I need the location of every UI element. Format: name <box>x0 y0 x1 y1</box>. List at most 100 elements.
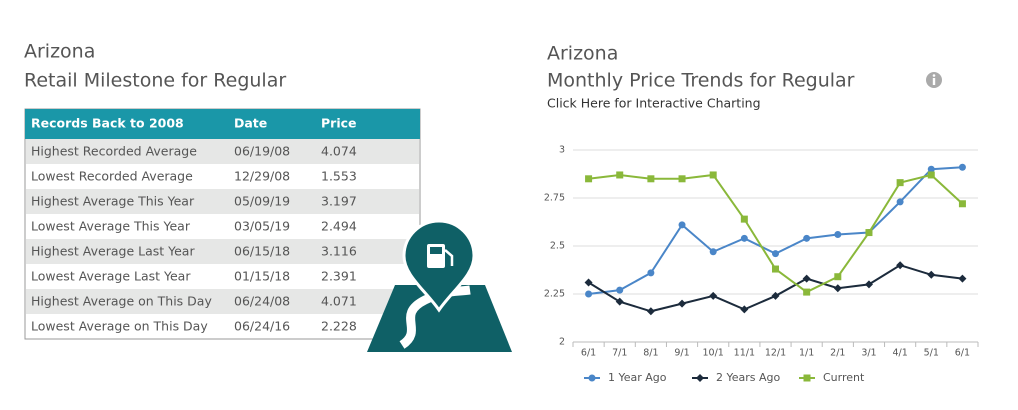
info-dot <box>932 74 936 77</box>
point <box>616 171 624 179</box>
y-tick-label: 3 <box>559 145 565 156</box>
x-tick-label: 3/1 <box>861 348 876 359</box>
x-tick-label: 6/1 <box>955 348 970 359</box>
table-cell: Lowest Recorded Average <box>31 169 193 184</box>
x-tick-label: 4/1 <box>892 348 907 359</box>
legend-marker <box>588 374 596 382</box>
table-cell: 06/19/08 <box>234 144 290 159</box>
point <box>958 274 967 283</box>
x-tick-label: 8/1 <box>643 348 658 359</box>
point <box>864 280 873 289</box>
table-cell: 2.494 <box>321 219 357 234</box>
table-cell: 05/09/19 <box>234 194 290 209</box>
row-bg <box>26 189 419 214</box>
icon-pump-window <box>430 247 442 254</box>
point <box>709 171 717 179</box>
x-tick-label: 12/1 <box>765 348 786 359</box>
info-stem <box>932 78 936 85</box>
point <box>771 291 780 300</box>
chart-link[interactable]: Click Here for Interactive Charting <box>547 96 761 111</box>
y-tick-label: 2 <box>559 337 565 348</box>
table-header: Records Back to 2008 <box>31 116 184 131</box>
table-cell: Lowest Average This Year <box>31 219 191 234</box>
row-bg <box>26 289 419 314</box>
point <box>865 229 873 237</box>
table-cell: 12/29/08 <box>234 169 290 184</box>
table-cell: Highest Average Last Year <box>31 244 195 259</box>
x-tick-label: 7/1 <box>612 348 627 359</box>
table-header: Date <box>234 116 267 131</box>
info-icon[interactable] <box>926 72 942 88</box>
y-tick-label: 2.75 <box>544 193 565 204</box>
legend-marker <box>696 374 704 382</box>
table-cell: Lowest Average on This Day <box>31 319 208 334</box>
table-cell: Highest Recorded Average <box>31 144 197 159</box>
point <box>709 248 717 256</box>
point <box>772 265 779 273</box>
chart-title: Arizona <box>547 43 618 65</box>
point <box>803 288 811 296</box>
series-line <box>588 173 964 294</box>
y-tick-label: 2.5 <box>550 241 565 252</box>
table-cell: 06/24/16 <box>234 319 290 334</box>
table-cell: 3.116 <box>321 244 357 259</box>
point <box>584 278 593 287</box>
point <box>585 175 593 183</box>
point <box>834 273 842 281</box>
table-cell: 4.071 <box>321 294 357 309</box>
x-tick-label: 11/1 <box>734 348 755 359</box>
point <box>958 163 966 171</box>
point <box>647 175 655 183</box>
table-cell: 06/15/18 <box>234 244 290 259</box>
point <box>927 270 936 279</box>
table-header: Price <box>321 116 357 131</box>
left-subtitle: Retail Milestone for Regular <box>24 70 286 92</box>
point <box>896 198 904 206</box>
point <box>958 200 966 208</box>
point <box>834 230 842 238</box>
icon-pump-hose <box>444 249 454 266</box>
icon-map <box>367 285 512 352</box>
y-tick-label: 2.25 <box>544 289 565 300</box>
point <box>772 250 779 258</box>
chart-subtitle: Monthly Price Trends for Regular <box>547 70 855 92</box>
table-cell: 06/24/08 <box>234 294 290 309</box>
point <box>615 297 624 306</box>
point <box>896 261 905 270</box>
series-line <box>588 166 963 295</box>
point <box>585 290 593 298</box>
point <box>678 221 686 229</box>
x-tick-label: 10/1 <box>703 348 724 359</box>
x-tick-label: 5/1 <box>924 348 939 359</box>
x-tick-label: 6/1 <box>581 348 596 359</box>
table-cell: Lowest Average Last Year <box>31 269 191 284</box>
row-bg <box>26 139 419 164</box>
table-cell: 01/15/18 <box>234 269 290 284</box>
milestone-table: Records Back to 2008 Date Price Highest Rec… <box>24 108 421 340</box>
point <box>740 234 748 242</box>
legend-label: 1 Year Ago <box>608 371 667 384</box>
x-tick-label: 2/1 <box>830 348 845 359</box>
left-title: Arizona <box>24 41 95 63</box>
point <box>927 171 935 179</box>
point <box>803 234 811 242</box>
legend-label: 2 Years Ago <box>716 371 781 384</box>
x-tick-label: 9/1 <box>674 348 689 359</box>
table-cell: 3.197 <box>321 194 357 209</box>
table-cell: 1.553 <box>321 169 357 184</box>
point <box>740 305 749 314</box>
table-cell: 2.228 <box>321 319 357 334</box>
table-cell: Highest Average This Year <box>31 194 195 209</box>
point <box>833 284 842 293</box>
table-cell: 03/05/19 <box>234 219 290 234</box>
table-header-bg <box>25 109 420 139</box>
point <box>896 179 904 187</box>
point <box>678 175 686 183</box>
table-cell: Highest Average on This Day <box>31 294 212 309</box>
legend-label: Current <box>823 371 865 384</box>
point <box>802 274 811 283</box>
point <box>678 299 687 308</box>
point <box>647 269 655 277</box>
table-cell: 4.074 <box>321 144 357 159</box>
legend-marker <box>803 374 811 382</box>
